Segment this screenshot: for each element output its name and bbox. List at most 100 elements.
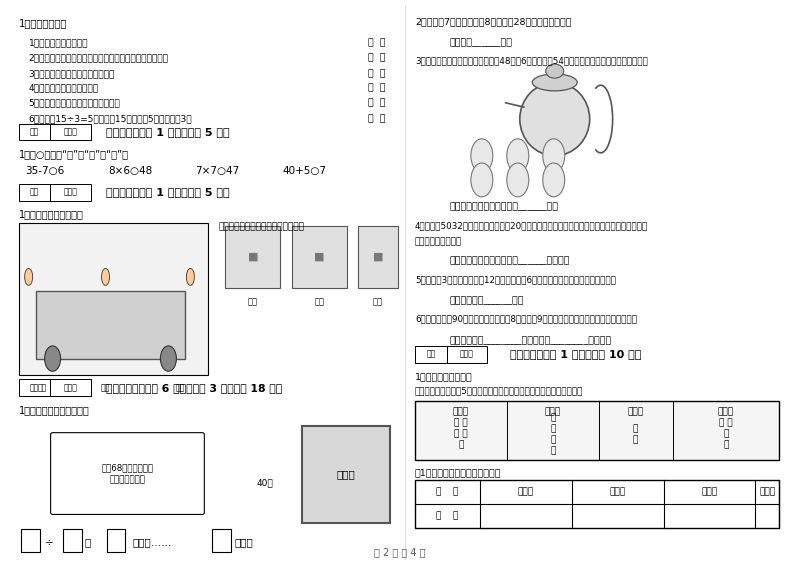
Text: 2．商店有7盒锦笔，每盒8支，卖㜨28支，还剩多少支？: 2．商店有7盒锦笔，每盒8支，卖㜨28支，还剩多少支？ <box>415 18 571 27</box>
Text: 十、综合题（共 1 大题，共计 10 分）: 十、综合题（共 1 大题，共计 10 分） <box>510 349 641 359</box>
Text: 电瓶车: 电瓶车 <box>718 407 734 416</box>
Text: 辆    数: 辆 数 <box>436 511 458 520</box>
Text: 正 正
正 正
正: 正 正 正 正 正 <box>454 419 468 450</box>
Text: 小明: 小明 <box>176 384 185 393</box>
Text: 4．学校买5032把剪刀，分给三年级20把，剩下的平均分给二年级和一年级，二年级和一年级: 4．学校买5032把剪刀，分给三年级20把，剩下的平均分给二年级和一年级，二年级… <box>415 221 648 231</box>
Text: 得分: 得分 <box>426 350 435 359</box>
Text: 正
正
正
下: 正 正 正 下 <box>550 413 555 455</box>
Text: 40只: 40只 <box>257 478 274 487</box>
Text: 评卷人: 评卷人 <box>460 350 474 359</box>
Text: 小红: 小红 <box>38 384 47 393</box>
Text: （1）把统计的结果填在下表中。: （1）把统计的结果填在下表中。 <box>415 468 502 477</box>
Text: （  ）: （ ） <box>368 84 386 93</box>
Text: 面包车: 面包车 <box>610 487 626 496</box>
Text: 得分: 得分 <box>30 384 39 393</box>
Text: （只）: （只） <box>234 537 253 547</box>
Ellipse shape <box>186 268 194 285</box>
Ellipse shape <box>471 139 493 172</box>
Text: 正 平
正
正: 正 平 正 正 <box>719 419 733 450</box>
Text: 电瓶车: 电瓶车 <box>759 487 775 496</box>
Text: ÷: ÷ <box>45 537 54 547</box>
Text: 1．我是解决问题小能手。: 1．我是解决问题小能手。 <box>18 406 90 415</box>
Text: 八、解决问题（共 6 小题，每题 3 分，共计 18 分）: 八、解决问题（共 6 小题，每题 3 分，共计 18 分） <box>106 383 282 393</box>
FancyBboxPatch shape <box>50 433 204 515</box>
Ellipse shape <box>102 268 110 285</box>
Bar <box>302 425 390 523</box>
Bar <box>18 124 90 141</box>
Text: 正
平: 正 平 <box>633 424 638 444</box>
Bar <box>226 226 280 288</box>
Text: 1．我知道对错。: 1．我知道对错。 <box>18 18 67 28</box>
Text: 6．小红看一本90页的书，平均每天看8页，看三9天，小红看了多少页？还剩多少页没看？: 6．小红看一本90页的书，平均每天看8页，看三9天，小红看了多少页？还剩多少页没… <box>415 315 637 324</box>
Text: 小东: 小东 <box>101 384 110 393</box>
Bar <box>358 226 398 288</box>
Text: 8×6○48: 8×6○48 <box>109 166 153 176</box>
Text: 评卷人: 评卷人 <box>63 188 78 197</box>
Ellipse shape <box>532 74 577 91</box>
Text: 答：小红看了________页，还剩下________页没看。: 答：小红看了________页，还剩下________页没看。 <box>450 336 612 345</box>
Text: 7×7○47: 7×7○47 <box>195 166 240 176</box>
Text: 中巴车: 中巴车 <box>627 407 644 416</box>
Bar <box>62 529 82 552</box>
Text: 小汽车: 小汽车 <box>518 487 534 496</box>
Bar <box>36 291 186 359</box>
Text: （  ）: （ ） <box>368 69 386 78</box>
Text: 包装笱: 包装笱 <box>337 469 355 479</box>
Text: ■: ■ <box>247 252 258 262</box>
Ellipse shape <box>471 163 493 197</box>
Text: 答：小云用了______元。: 答：小云用了______元。 <box>450 296 525 305</box>
Ellipse shape <box>520 82 590 156</box>
Text: （  ）: （ ） <box>368 54 386 63</box>
Bar <box>18 380 90 397</box>
Text: ＝: ＝ <box>85 537 90 547</box>
Bar <box>415 480 779 528</box>
Text: ■: ■ <box>314 252 325 262</box>
Text: （  ）: （ ） <box>368 99 386 108</box>
Text: 种    类: 种 类 <box>436 487 458 496</box>
Ellipse shape <box>546 64 564 78</box>
Ellipse shape <box>507 139 529 172</box>
Ellipse shape <box>542 163 565 197</box>
Text: 答：一个茶壶比一个杯子贵______元。: 答：一个茶壶比一个杯子贵______元。 <box>450 202 559 211</box>
Text: 4．火箭升空，是旋转现象。: 4．火箭升空，是旋转现象。 <box>29 84 98 93</box>
Text: 1．观察物体，连一连。: 1．观察物体，连一连。 <box>18 208 83 219</box>
Bar <box>21 529 40 552</box>
Text: 1．在○里填上“＞”、“＜”或“＝”。: 1．在○里填上“＞”、“＜”或“＝”。 <box>18 149 129 159</box>
Text: （  ）: （ ） <box>368 38 386 47</box>
Text: 小车: 小车 <box>314 298 325 307</box>
Text: 中巴车: 中巴车 <box>702 487 718 496</box>
Text: 2．张叔叔在笔直的公路上开车方向盘的运动是旋转现象。: 2．张叔叔在笔直的公路上开车方向盘的运动是旋转现象。 <box>29 54 169 63</box>
Text: 1．我是小小统计员。: 1．我是小小统计员。 <box>415 372 473 381</box>
Ellipse shape <box>45 346 61 371</box>
Bar <box>292 226 347 288</box>
Bar <box>212 529 231 552</box>
Text: 35-7○6: 35-7○6 <box>26 166 65 176</box>
Ellipse shape <box>161 346 176 371</box>
Text: 得分: 得分 <box>30 128 39 137</box>
Text: 5．小明买3个笔记本，用去12元，小云也买6个笔记本，算一算小云用了多少錢？: 5．小明买3个笔记本，用去12元，小云也买6个笔记本，算一算小云用了多少錢？ <box>415 275 616 284</box>
Bar <box>18 184 90 201</box>
Bar <box>18 223 208 376</box>
Text: 欢欢站在马路边，列5分钟内经过的车辆进行了统计，情况如下图所示。: 欢欢站在马路边，列5分钟内经过的车辆进行了统计，情况如下图所示。 <box>415 386 583 395</box>
Text: 小红: 小红 <box>248 298 258 307</box>
Bar <box>415 401 779 460</box>
Text: 答：二年级和一年级各分到______把剪刀。: 答：二年级和一年级各分到______把剪刀。 <box>450 257 570 266</box>
Text: 六、比一比（共 1 大题，共计 5 分）: 六、比一比（共 1 大题，共计 5 分） <box>106 127 229 137</box>
Text: 5．树上的水果掉在地上，是平移现象: 5．树上的水果掉在地上，是平移现象 <box>29 99 120 108</box>
Text: 各分到多少把剪刀？: 各分到多少把剪刀？ <box>415 237 462 246</box>
Ellipse shape <box>507 163 529 197</box>
Text: 1．圆有无数条对称轴。: 1．圆有无数条对称轴。 <box>29 38 88 47</box>
Text: ■: ■ <box>373 252 383 262</box>
Text: 6．算式：15÷3=5，表示把15平均分成5份，每份是3。: 6．算式：15÷3=5，表示把15平均分成5份，每份是3。 <box>29 114 192 123</box>
Text: 小明: 小明 <box>373 298 383 307</box>
Text: 每笙68只，可以装几
筱，还剩几只？: 每笙68只，可以装几 筱，还剩几只？ <box>102 463 154 484</box>
Text: （  ）: （ ） <box>368 114 386 123</box>
Text: 40+5○7: 40+5○7 <box>282 166 326 176</box>
Text: 小汽车: 小汽车 <box>453 407 469 416</box>
Text: 答：还剩______支。: 答：还剩______支。 <box>450 38 513 47</box>
Text: 第 2 页 共 4 页: 第 2 页 共 4 页 <box>374 547 426 558</box>
Text: 面包车: 面包车 <box>545 407 561 416</box>
Ellipse shape <box>542 139 565 172</box>
Text: 评卷人: 评卷人 <box>63 128 78 137</box>
Text: 3．王阳妨买了一套茶具，茶壶每个48元，6个杯子一全54元，一个茶壶比一个杯子贵多少錢？: 3．王阳妨买了一套茶具，茶壶每个48元，6个杯子一全54元，一个茶壶比一个杯子贵… <box>415 56 648 66</box>
